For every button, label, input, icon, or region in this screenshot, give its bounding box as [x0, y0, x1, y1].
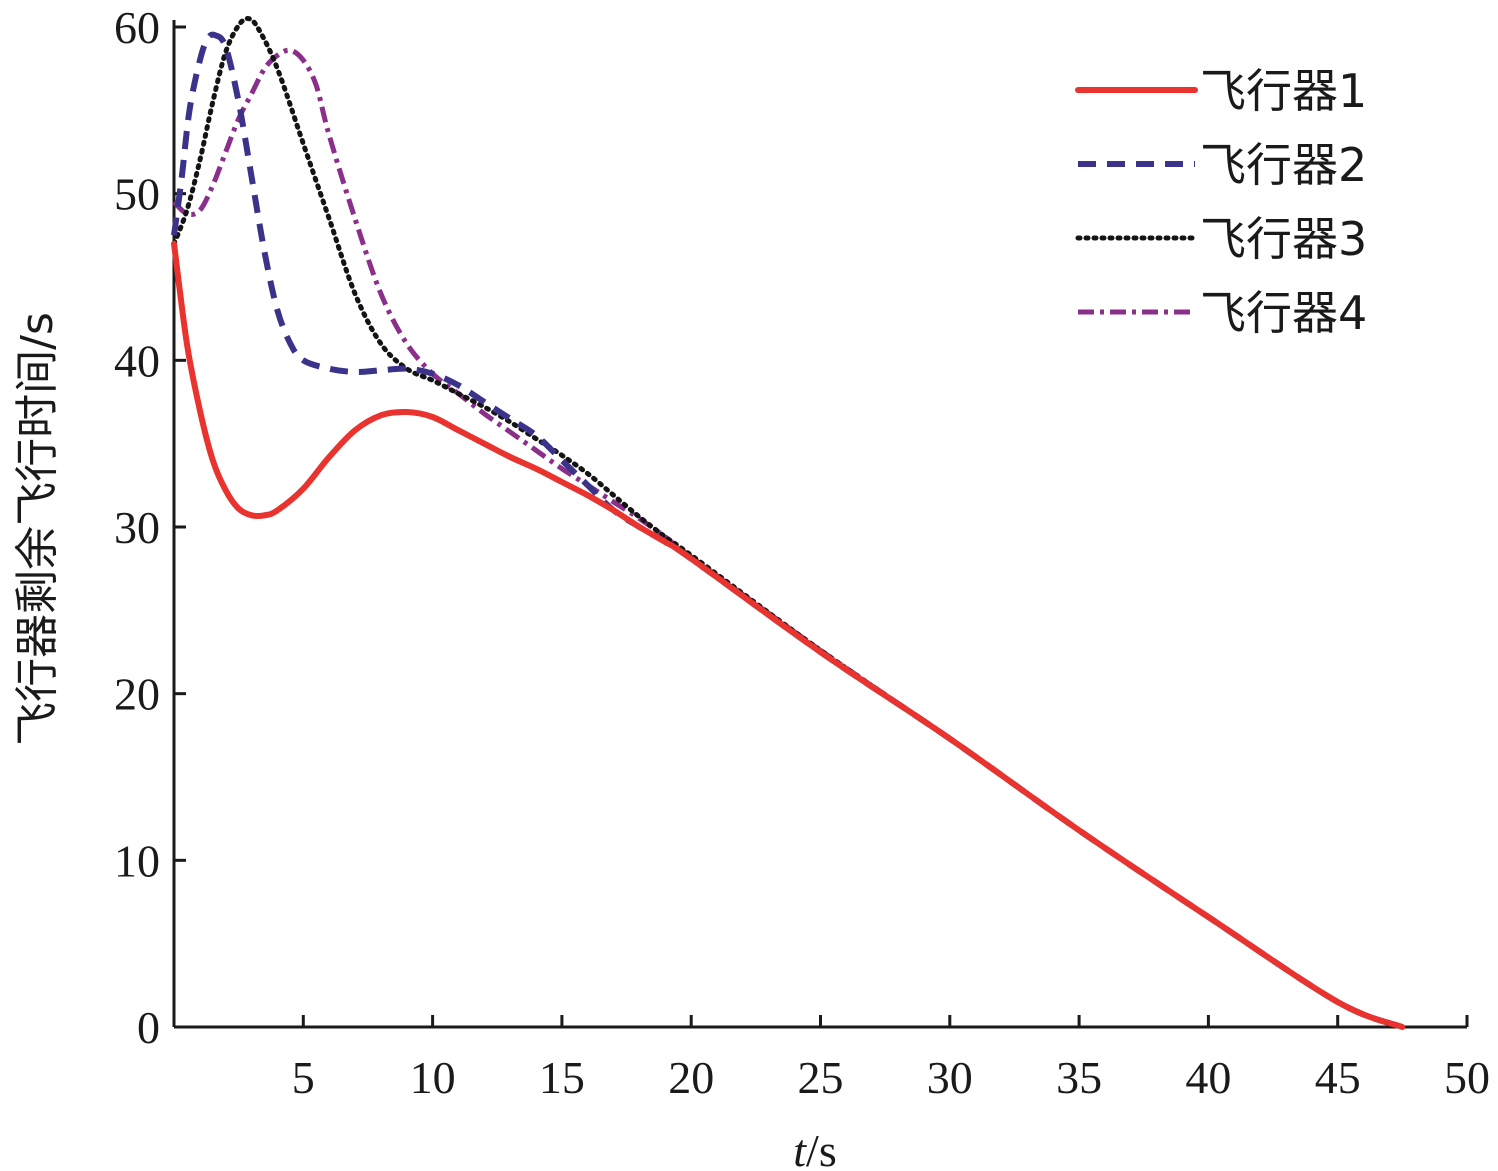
x-tick-label: 10	[410, 1052, 456, 1103]
y-tick-label: 0	[137, 1002, 160, 1053]
y-ticks: 0 10 20 30 40 50 60	[114, 2, 186, 1053]
legend-label-2: 飞行器2	[1200, 138, 1367, 192]
axes: 0 10 20 30 40 50 60 5 10 15 20 25 30 35 40 45 50	[114, 2, 1490, 1103]
y-tick-label: 20	[114, 669, 160, 720]
legend-label-1: 飞行器1	[1200, 64, 1367, 118]
x-tick-label: 25	[798, 1052, 844, 1103]
series-line-1	[171, 240, 1406, 1030]
legend-label-4: 飞行器4	[1200, 286, 1367, 340]
x-tick-label: 5	[292, 1052, 315, 1103]
y-tick-label: 10	[114, 835, 160, 886]
legend-label-3: 飞行器3	[1200, 212, 1367, 266]
series-line-4	[172, 47, 1404, 1030]
x-tick-label: 40	[1185, 1052, 1231, 1103]
x-ticks: 5 10 15 20 25 30 35 40 45 50	[292, 1015, 1490, 1103]
x-tick-label: 15	[539, 1052, 585, 1103]
x-tick-label: 30	[927, 1052, 973, 1103]
y-tick-label: 30	[114, 502, 160, 553]
y-tick-label: 40	[114, 335, 160, 386]
legend: 飞行器1 飞行器2 飞行器3 飞行器4	[1075, 64, 1367, 340]
x-axis-title-variable: t	[793, 1125, 807, 1171]
y-tick-label: 60	[114, 2, 160, 53]
y-tick-label: 50	[114, 169, 160, 220]
series-layer	[171, 16, 1406, 1030]
x-tick-label: 20	[668, 1052, 714, 1103]
x-axis-title-unit: /s	[806, 1125, 837, 1171]
x-axis-title: t/s	[793, 1125, 836, 1171]
x-tick-label: 45	[1315, 1052, 1361, 1103]
x-tick-label: 50	[1444, 1052, 1490, 1103]
y-axis-title: 飞行器剩余飞行时间/s	[12, 312, 63, 746]
x-tick-label: 35	[1056, 1052, 1102, 1103]
